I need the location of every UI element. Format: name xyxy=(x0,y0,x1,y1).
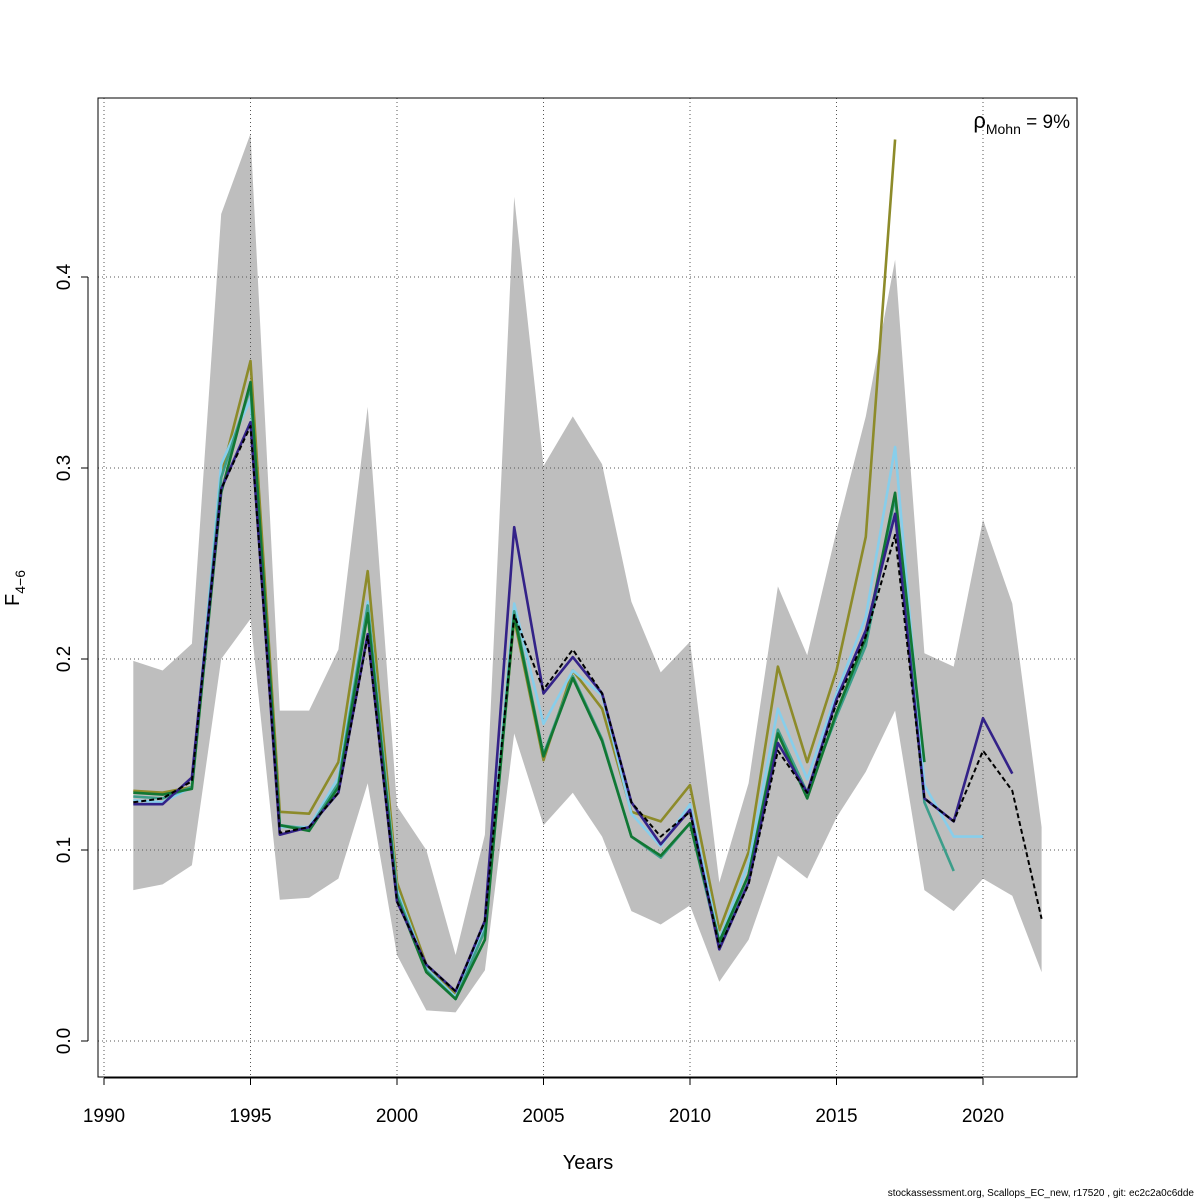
y-tick-label-4: 0.4 xyxy=(54,263,75,290)
x-axis: 1990 1995 2000 2005 2010 2015 2020 xyxy=(83,1077,1004,1127)
y-axis-title-main: F xyxy=(2,594,24,606)
y-tick-label-3: 0.3 xyxy=(54,455,75,481)
y-tick-label-2: 0.2 xyxy=(54,646,75,672)
series-layer xyxy=(133,139,1043,1001)
x-tick-label-2010: 2010 xyxy=(669,1106,711,1127)
x-tick-label-2000: 2000 xyxy=(376,1106,418,1127)
confidence-band-layer xyxy=(133,133,1042,1013)
x-axis-title: Years xyxy=(563,1152,613,1174)
y-tick-label-0: 0.0 xyxy=(54,1028,75,1054)
x-tick-label-2005: 2005 xyxy=(522,1106,564,1127)
confidence-band xyxy=(133,133,1042,1013)
y-axis-title: F4−6 xyxy=(2,570,28,606)
mohn-rho-value: = 9% xyxy=(1021,112,1070,133)
mohn-rho-symbol: ρ xyxy=(973,108,986,133)
mohn-rho-subscript: Mohn xyxy=(986,121,1021,137)
mohn-rho-annotation: ρMohn = 9% xyxy=(973,108,1070,137)
plot-frame xyxy=(97,97,1078,1078)
x-tick-label-1990: 1990 xyxy=(83,1106,125,1127)
x-tick-label-1995: 1995 xyxy=(229,1106,271,1127)
y-axis-title-subscript: 4−6 xyxy=(12,570,28,594)
y-axis: 0.0 0.1 0.2 0.3 0.4 xyxy=(54,263,89,1054)
series-line-base xyxy=(133,425,1043,993)
series-line-5 xyxy=(133,420,1014,993)
x-tick-label-2015: 2015 xyxy=(815,1106,857,1127)
x-tick-label-2020: 2020 xyxy=(962,1106,1004,1127)
footer-note: stockassessment.org, Scallops_EC_new, r1… xyxy=(888,1188,1195,1199)
y-tick-label-1: 0.1 xyxy=(54,837,75,863)
